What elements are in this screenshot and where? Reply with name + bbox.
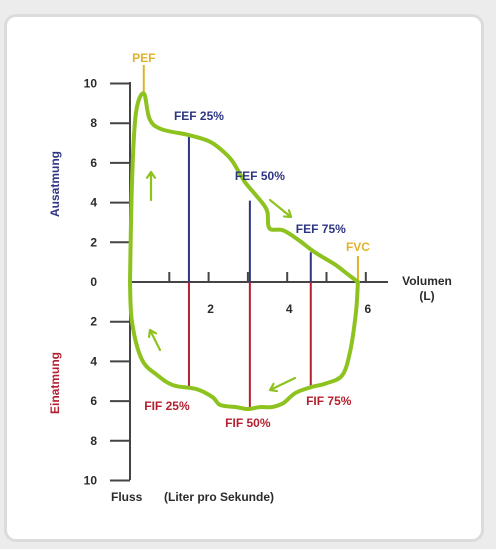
y-tick-label: 8: [90, 434, 97, 448]
chart-card: [4, 14, 484, 542]
x-tick-label: 2: [207, 302, 214, 316]
fif-label: FIF 25%: [144, 399, 190, 413]
footer-flow: Fluss: [111, 490, 143, 504]
pef-label: PEF: [132, 51, 155, 65]
fef-label: FEF 50%: [235, 169, 285, 183]
y-tick-label: 10: [84, 77, 98, 91]
down-right-arrow-icon: [268, 198, 293, 219]
y-tick-label: 2: [90, 235, 97, 249]
fef-label: FEF 25%: [174, 109, 224, 123]
x-axis-unit: (L): [419, 289, 434, 303]
x-tick-label: 6: [364, 302, 371, 316]
expiration-curve: [128, 91, 360, 284]
y-tick-label: 4: [90, 196, 97, 210]
y-tick-label: 0: [90, 275, 97, 289]
y-tick-label: 6: [90, 156, 97, 170]
up-arrow-icon: [145, 170, 157, 202]
x-tick-label: 4: [286, 302, 293, 316]
footer-unit: (Liter pro Sekunde): [164, 490, 274, 504]
y-tick-label: 6: [90, 394, 97, 408]
inspiration-curve: [128, 280, 360, 411]
y-tick-label: 2: [90, 315, 97, 329]
left-arrow-icon: [268, 376, 297, 393]
y-label-inspiration: Einatmung: [48, 352, 62, 414]
fef-label: FEF 75%: [296, 222, 346, 236]
fif-label: FIF 50%: [225, 416, 271, 430]
y-tick-label: 8: [90, 116, 97, 130]
up-arrow-icon: [147, 328, 162, 352]
fif-label: FIF 75%: [306, 394, 352, 408]
x-axis-label: Volumen: [402, 274, 452, 288]
y-label-expiration: Ausatmung: [48, 151, 62, 217]
y-tick-label: 10: [84, 474, 98, 488]
y-tick-label: 4: [90, 354, 97, 368]
fvc-label: FVC: [346, 240, 370, 254]
